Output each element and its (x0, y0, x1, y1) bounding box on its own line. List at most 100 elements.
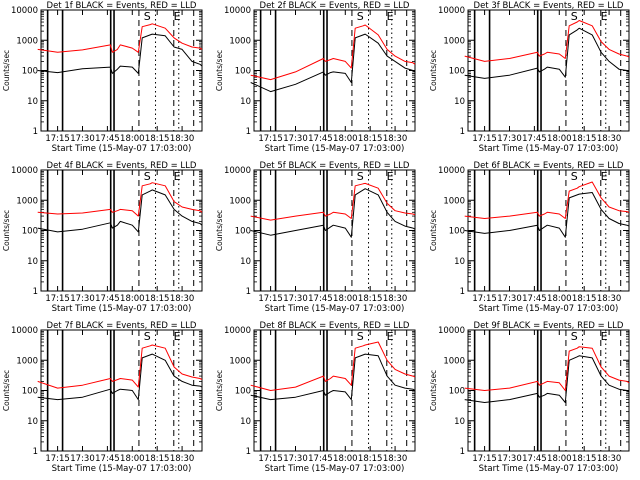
x-tick-label: 18:00 (120, 454, 145, 464)
marker-letter-s: S (571, 170, 578, 183)
x-tick-label: 17:30 (283, 454, 308, 464)
panel-2: Det 2f BLACK = Events, RED = LLD 1 10 100 10… (215, 1, 416, 154)
x-tick-label: 18:00 (547, 454, 572, 464)
y-tick-label: 1000 (229, 196, 251, 206)
marker-letter-e: E (174, 10, 181, 23)
x-tick-label: 18:30 (597, 294, 622, 304)
y-tick-label: 10000 (11, 166, 38, 176)
x-tick-label: 17:30 (497, 454, 522, 464)
y-tick-label: 100 (22, 387, 38, 397)
y-tick-label: 10 (454, 257, 465, 267)
events-series-line (250, 353, 416, 401)
y-tick-label: 100 (449, 387, 465, 397)
x-axis-label: Start Time (15-May-07 17:03:00) (479, 464, 619, 474)
y-tick-label: 10000 (11, 326, 38, 336)
y-tick-label: 1000 (443, 36, 465, 46)
panel-7: Det 7f BLACK = Events, RED = LLD 1 10 100 10… (2, 321, 203, 474)
y-axis-label: Counts/sec (215, 210, 224, 251)
y-axis-label: Counts/sec (215, 50, 224, 91)
y-tick-label: 10 (27, 97, 38, 107)
y-tick-label: 10000 (11, 6, 38, 16)
y-tick-label: 10 (240, 417, 251, 427)
x-tick-label: 18:30 (170, 454, 195, 464)
x-axis-label: Start Time (15-May-07 17:03:00) (52, 144, 192, 154)
events-series-line (250, 188, 416, 238)
y-tick-label: 10000 (438, 326, 465, 336)
x-tick-label: 17:15 (258, 294, 283, 304)
marker-letter-s: S (357, 170, 364, 183)
x-tick-label: 18:00 (547, 134, 572, 144)
x-tick-label: 17:30 (70, 134, 95, 144)
panel-9: Det 9f BLACK = Events, RED = LLD 1 10 100 10… (429, 321, 630, 474)
y-tick-label: 10000 (224, 326, 251, 336)
x-tick-label: 17:45 (308, 454, 333, 464)
y-axis-label: Counts/sec (429, 370, 438, 411)
lld-series-line (464, 20, 630, 62)
x-tick-label: 18:00 (333, 134, 358, 144)
panel-8: Det 8f BLACK = Events, RED = LLD 1 10 100 10… (215, 321, 416, 474)
x-tick-label: 17:15 (45, 294, 70, 304)
x-tick-label: 17:45 (522, 134, 547, 144)
marker-letter-s: S (571, 330, 578, 343)
y-tick-label: 10000 (438, 166, 465, 176)
y-tick-label: 1 (33, 287, 38, 297)
x-tick-label: 18:30 (597, 454, 622, 464)
x-axis-label: Start Time (15-May-07 17:03:00) (52, 304, 192, 314)
events-series-line (37, 33, 203, 74)
panel-4: Det 4f BLACK = Events, RED = LLD 1 10 100 10… (2, 161, 203, 314)
events-series-line (250, 33, 416, 93)
y-tick-label: 1000 (443, 196, 465, 206)
x-axis-label: Start Time (15-May-07 17:03:00) (479, 304, 619, 314)
lld-series-line (250, 182, 416, 221)
x-tick-label: 18:15 (145, 134, 170, 144)
x-tick-label: 18:15 (145, 454, 170, 464)
x-tick-label: 17:30 (283, 134, 308, 144)
panel-title: Det 7f BLACK = Events, RED = LLD (47, 321, 197, 331)
y-tick-label: 1000 (16, 356, 38, 366)
panel-title: Det 1f BLACK = Events, RED = LLD (47, 1, 197, 11)
y-tick-label: 1 (246, 287, 251, 297)
x-tick-label: 17:45 (308, 134, 333, 144)
x-tick-label: 17:30 (497, 134, 522, 144)
x-tick-label: 17:15 (472, 294, 497, 304)
lld-series-line (464, 181, 630, 219)
x-tick-label: 17:15 (45, 134, 70, 144)
marker-letter-e: E (387, 10, 394, 23)
panel-title: Det 5f BLACK = Events, RED = LLD (260, 161, 410, 171)
x-tick-label: 18:00 (120, 294, 145, 304)
y-axis-label: Counts/sec (2, 50, 11, 91)
x-axis-label: Start Time (15-May-07 17:03:00) (265, 144, 405, 154)
panel-6: Det 6f BLACK = Events, RED = LLD 1 10 100 10… (429, 161, 630, 314)
y-axis-label: Counts/sec (429, 210, 438, 251)
marker-letter-s: S (144, 170, 151, 183)
y-tick-label: 10 (240, 257, 251, 267)
x-tick-label: 17:30 (283, 294, 308, 304)
x-tick-label: 18:30 (383, 134, 408, 144)
panel-title: Det 9f BLACK = Events, RED = LLD (474, 321, 624, 331)
events-series-line (464, 355, 630, 403)
y-tick-label: 1000 (229, 36, 251, 46)
lld-series-line (37, 23, 203, 53)
marker-letter-e: E (387, 170, 394, 183)
lld-series-line (37, 344, 203, 389)
y-tick-label: 1000 (16, 36, 38, 46)
x-tick-label: 17:15 (472, 454, 497, 464)
lld-series-line (37, 182, 203, 217)
x-tick-label: 18:15 (572, 134, 597, 144)
y-tick-label: 1 (33, 127, 38, 137)
y-tick-label: 1000 (229, 356, 251, 366)
marker-letter-s: S (357, 330, 364, 343)
lld-series-line (250, 341, 416, 391)
lld-series-line (464, 346, 630, 391)
marker-letter-s: S (357, 10, 364, 23)
x-tick-label: 17:30 (70, 454, 95, 464)
x-tick-label: 18:15 (358, 454, 383, 464)
y-tick-label: 1 (460, 287, 465, 297)
x-tick-label: 18:00 (333, 454, 358, 464)
x-axis-label: Start Time (15-May-07 17:03:00) (52, 464, 192, 474)
marker-letter-e: E (174, 330, 181, 343)
marker-letter-s: S (571, 10, 578, 23)
marker-letter-e: E (601, 170, 608, 183)
y-tick-label: 1000 (16, 196, 38, 206)
y-tick-label: 10 (240, 97, 251, 107)
